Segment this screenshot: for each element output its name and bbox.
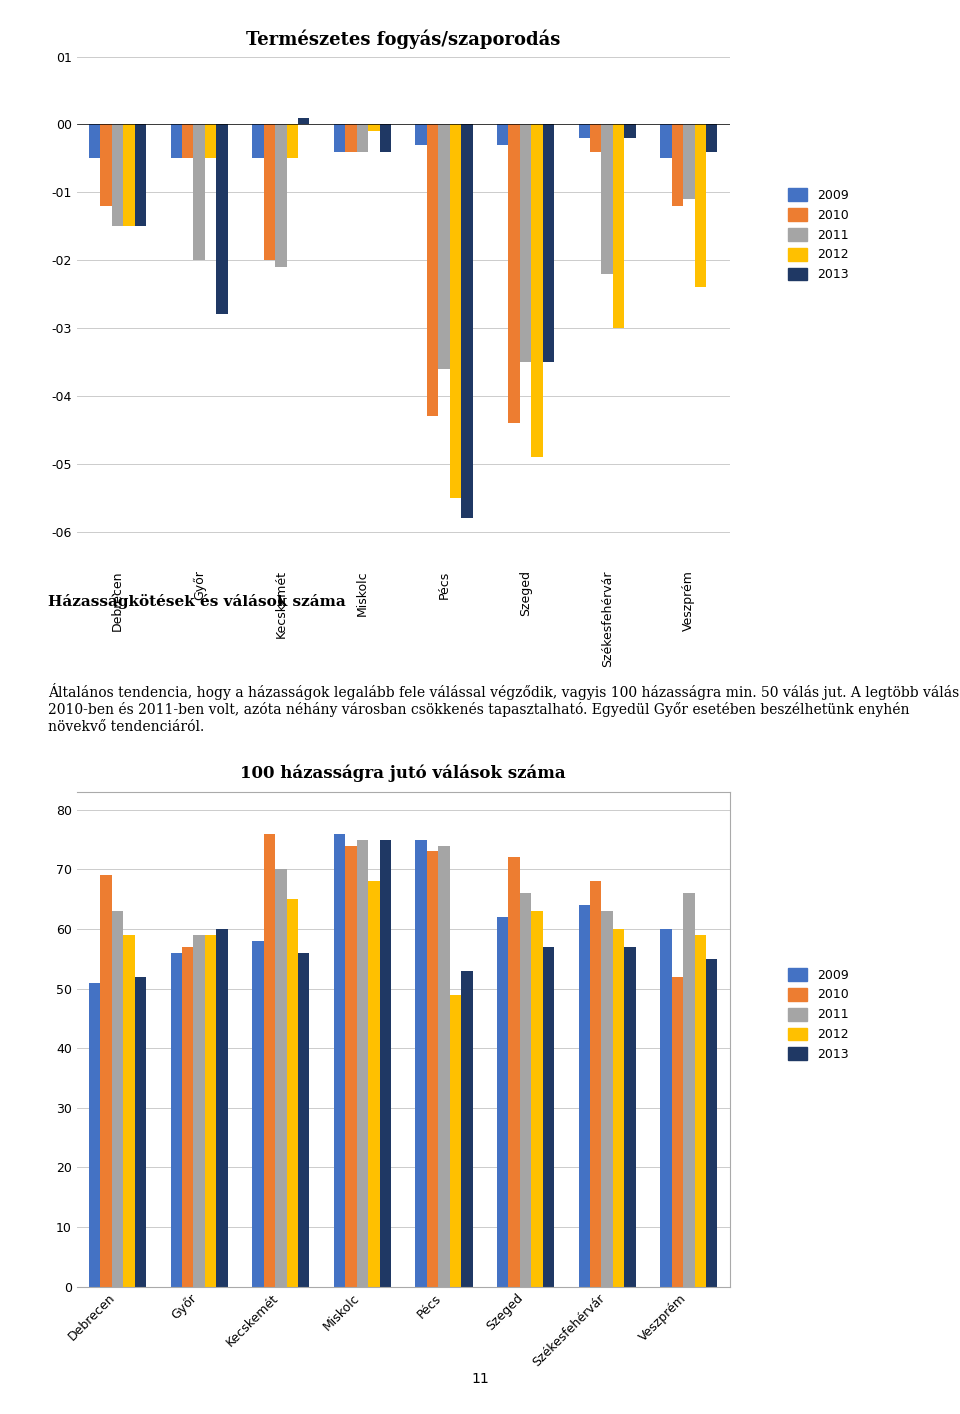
Bar bbox=[101, 124, 112, 206]
Bar bbox=[542, 124, 554, 362]
Bar bbox=[276, 870, 286, 1287]
Bar bbox=[602, 124, 612, 274]
Bar bbox=[416, 840, 427, 1287]
Bar bbox=[346, 846, 357, 1287]
Bar bbox=[346, 124, 357, 151]
Bar bbox=[461, 971, 472, 1287]
Bar bbox=[497, 918, 509, 1287]
Bar bbox=[194, 124, 204, 260]
Bar bbox=[509, 857, 520, 1287]
Bar bbox=[204, 935, 216, 1287]
Bar bbox=[368, 124, 379, 132]
Bar bbox=[612, 929, 624, 1287]
Legend: 2009, 2010, 2011, 2012, 2013: 2009, 2010, 2011, 2012, 2013 bbox=[783, 184, 853, 286]
Bar bbox=[461, 124, 472, 518]
Bar bbox=[264, 834, 276, 1287]
Title: 100 házasságra jutó válások száma: 100 házasságra jutó válások száma bbox=[240, 765, 566, 782]
Bar bbox=[171, 953, 182, 1287]
Bar bbox=[368, 881, 379, 1287]
Bar bbox=[286, 899, 298, 1287]
Bar bbox=[684, 124, 694, 199]
Bar bbox=[216, 929, 228, 1287]
Bar bbox=[427, 124, 439, 416]
Legend: 2009, 2010, 2011, 2012, 2013: 2009, 2010, 2011, 2012, 2013 bbox=[783, 963, 853, 1066]
Bar bbox=[89, 124, 101, 158]
Bar bbox=[298, 953, 309, 1287]
Bar bbox=[182, 947, 194, 1287]
Bar bbox=[449, 124, 461, 498]
Bar bbox=[357, 124, 368, 151]
Text: Házasságkötések és válások száma: Házasságkötések és válások száma bbox=[48, 594, 346, 609]
Bar bbox=[706, 124, 717, 151]
Bar bbox=[134, 977, 146, 1287]
Text: 11: 11 bbox=[471, 1372, 489, 1386]
Bar bbox=[531, 124, 542, 457]
Bar bbox=[427, 851, 439, 1287]
Bar bbox=[123, 935, 134, 1287]
Bar bbox=[542, 947, 554, 1287]
Bar bbox=[334, 834, 346, 1287]
Bar bbox=[624, 947, 636, 1287]
Bar bbox=[286, 124, 298, 158]
Bar bbox=[694, 124, 706, 287]
Bar bbox=[449, 994, 461, 1287]
Bar bbox=[252, 124, 264, 158]
Bar bbox=[182, 124, 194, 158]
Bar bbox=[204, 124, 216, 158]
Bar bbox=[694, 935, 706, 1287]
Bar bbox=[357, 840, 368, 1287]
Bar bbox=[660, 929, 672, 1287]
Bar bbox=[590, 124, 602, 151]
Bar bbox=[379, 124, 391, 151]
Bar bbox=[509, 124, 520, 423]
Bar bbox=[439, 846, 449, 1287]
Bar bbox=[706, 959, 717, 1287]
Bar bbox=[660, 124, 672, 158]
Bar bbox=[590, 881, 602, 1287]
Bar bbox=[497, 124, 509, 144]
Bar bbox=[298, 117, 309, 124]
Bar bbox=[216, 124, 228, 314]
Text: Általános tendencia, hogy a házasságok legalább fele válással végződik, vagyis 1: Általános tendencia, hogy a házasságok l… bbox=[48, 683, 959, 734]
Bar bbox=[334, 124, 346, 151]
Bar bbox=[276, 124, 286, 267]
Bar bbox=[684, 894, 694, 1287]
Title: Természetes fogyás/szaporodás: Természetes fogyás/szaporodás bbox=[246, 30, 561, 49]
Bar bbox=[123, 124, 134, 226]
Bar bbox=[171, 124, 182, 158]
Bar bbox=[252, 940, 264, 1287]
Bar bbox=[439, 124, 449, 369]
Bar bbox=[89, 983, 101, 1287]
Bar bbox=[112, 911, 123, 1287]
Bar bbox=[112, 124, 123, 226]
Bar bbox=[579, 905, 590, 1287]
Bar bbox=[612, 124, 624, 328]
Bar bbox=[520, 124, 531, 362]
Bar bbox=[416, 124, 427, 144]
Bar bbox=[579, 124, 590, 139]
Bar bbox=[624, 124, 636, 139]
Bar bbox=[520, 894, 531, 1287]
Bar bbox=[264, 124, 276, 260]
Bar bbox=[672, 124, 684, 206]
Bar bbox=[379, 840, 391, 1287]
Bar bbox=[194, 935, 204, 1287]
Bar bbox=[602, 911, 612, 1287]
Bar bbox=[101, 875, 112, 1287]
Bar bbox=[672, 977, 684, 1287]
Bar bbox=[134, 124, 146, 226]
Bar bbox=[531, 911, 542, 1287]
